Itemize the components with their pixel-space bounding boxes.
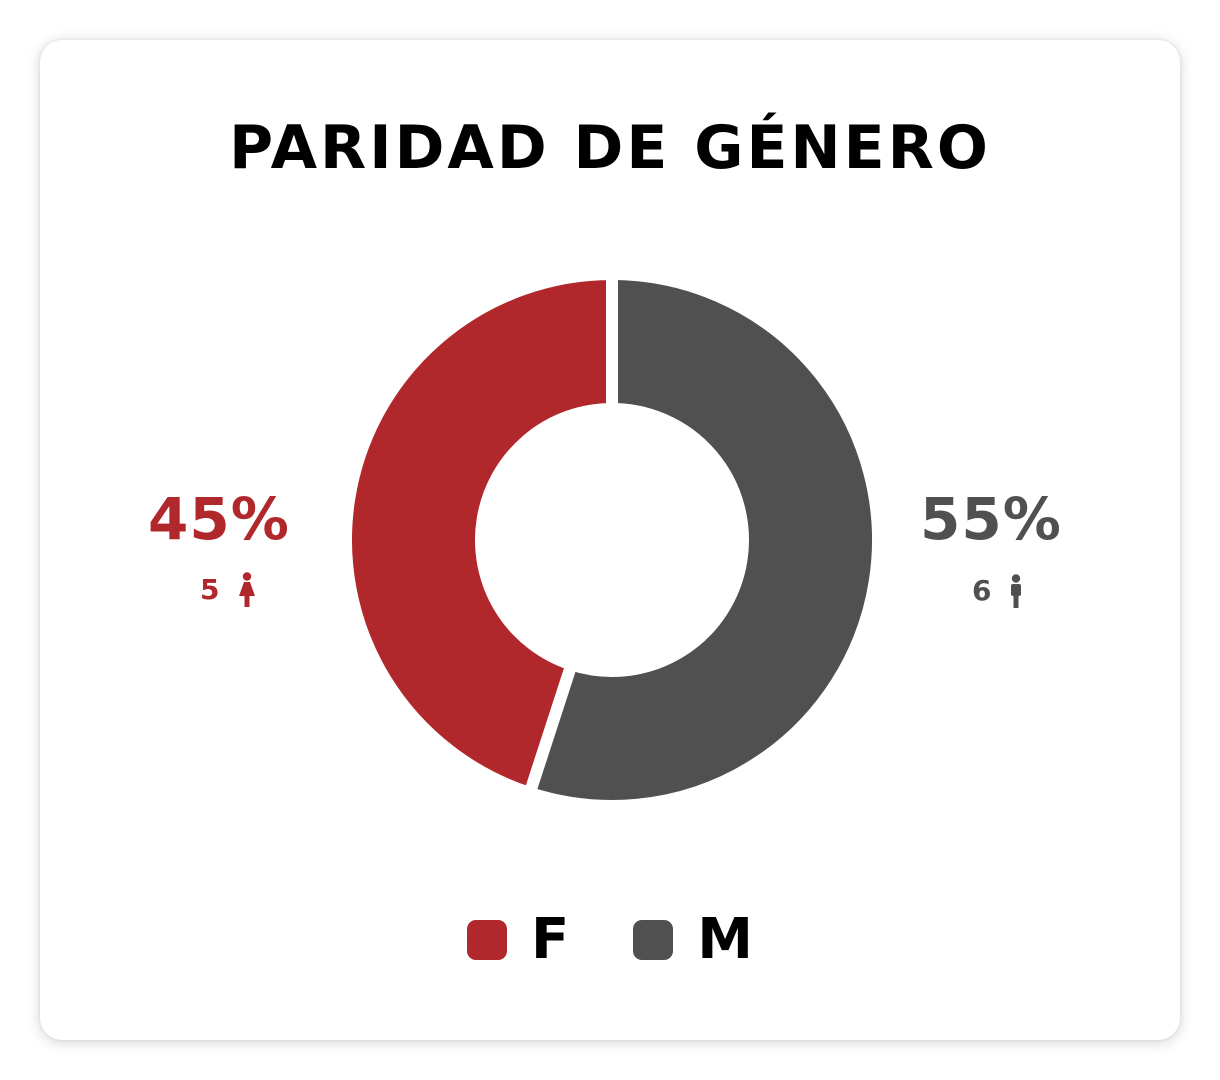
donut-slice-m[interactable] [522,267,884,812]
donut-chart [340,267,884,812]
chart-title: PARIDAD DE GÉNERO [229,113,991,183]
count-m: 6 [972,574,1023,608]
legend-item-f[interactable]: F [467,912,569,968]
legend-label-m: M [697,907,753,972]
percent-label-m: 55% [920,485,1062,553]
count-value-m: 6 [972,574,992,607]
percent-label-f: 45% [148,485,290,553]
donut-slice-f[interactable] [340,267,618,801]
legend-item-m[interactable]: M [633,912,753,968]
count-value-f: 5 [200,573,220,606]
male-person-icon [1011,574,1022,608]
chart-card: PARIDAD DE GÉNERO 45% 5 55% 6 F M [40,40,1180,1040]
count-f: 5 [200,572,257,608]
legend-swatch-m [633,920,674,960]
legend: F M [40,912,1180,968]
female-person-icon [239,572,256,607]
legend-label-f: F [531,907,570,972]
legend-swatch-f [467,920,507,960]
